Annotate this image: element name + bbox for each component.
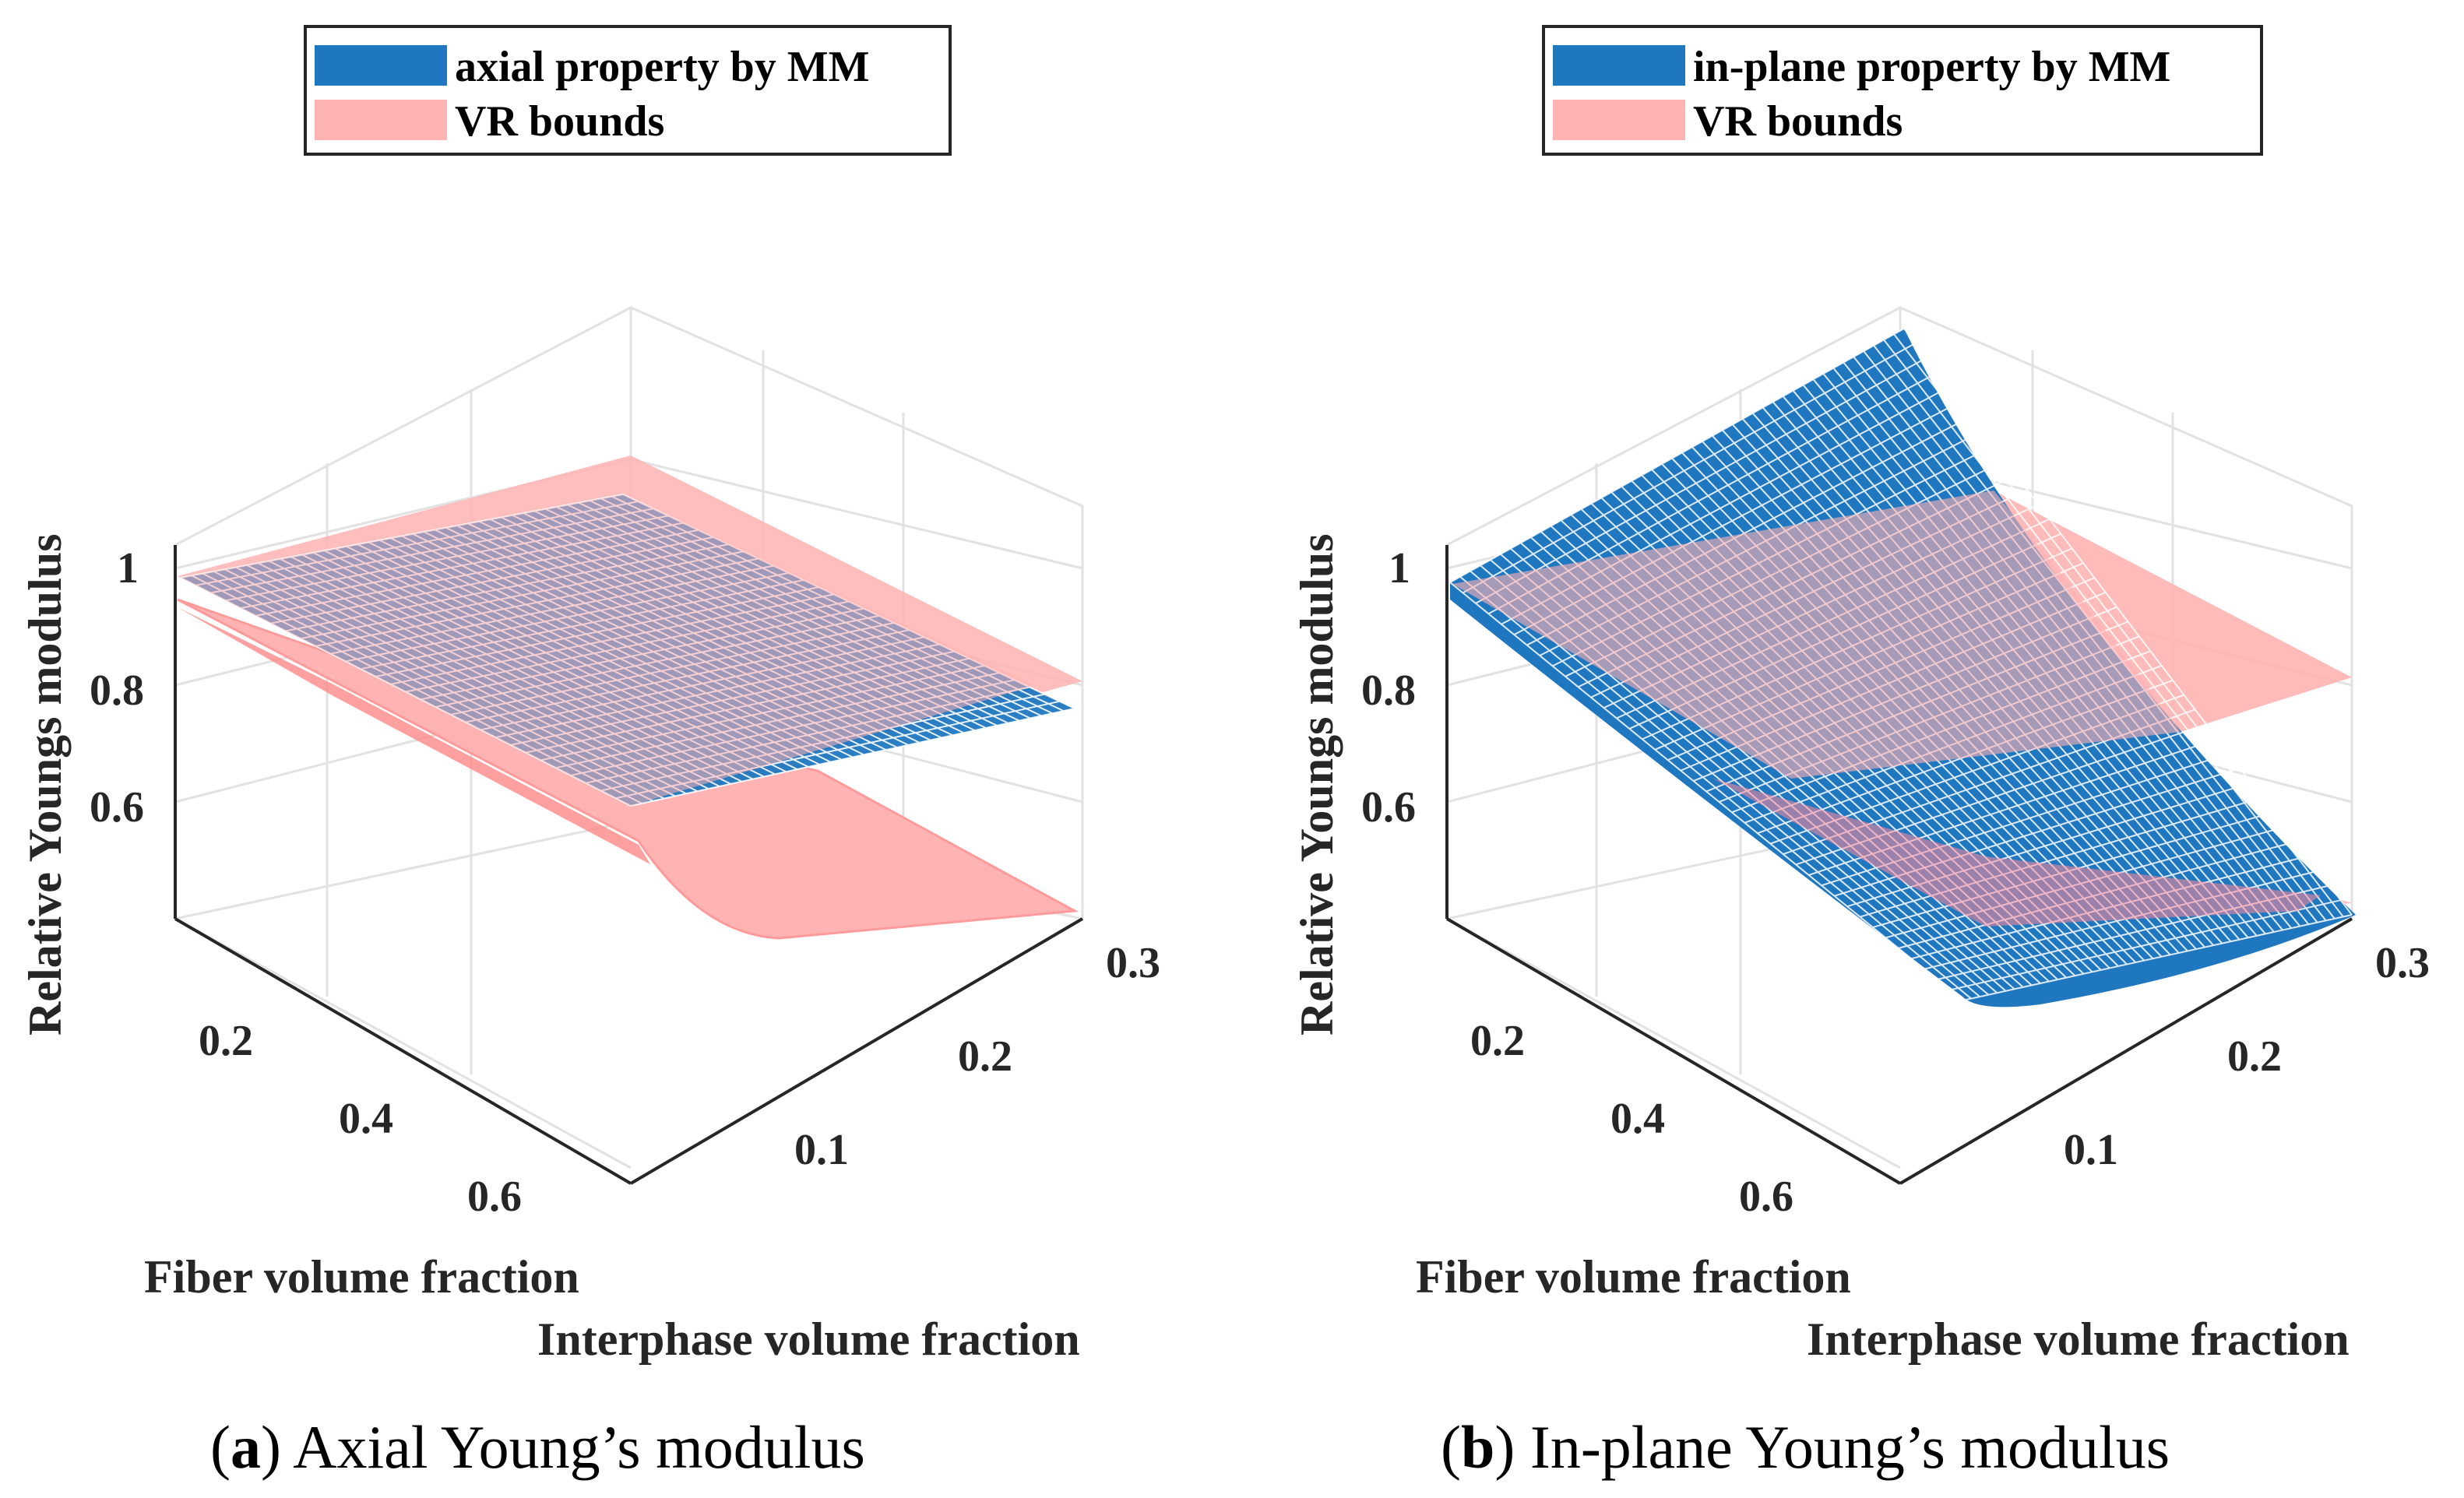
mesh-line (1449, 328, 1905, 583)
ztick-a-0.8: 0.8 (90, 666, 144, 715)
caption-a: (a) Axial Young’s modulus (210, 1413, 865, 1481)
xtick-a-0.4: 0.4 (339, 1095, 393, 1143)
ztick-b-1: 1 (1389, 544, 1410, 593)
mesh-line (1949, 899, 2341, 991)
ytick-b-0.2: 0.2 (2227, 1032, 2282, 1081)
ylabel-b: Interphase volume fraction (1807, 1313, 2350, 1365)
ytick-a-0.1: 0.1 (794, 1126, 849, 1174)
panel-a: axial property by MM VR bounds 1 0.8 0.6… (19, 25, 1160, 1481)
ztick-b-0.8: 0.8 (1361, 666, 1416, 715)
panel-b: in-plane property by MM VR bounds 1 0.8 … (1291, 25, 2430, 1481)
ytick-b-0.1: 0.1 (2064, 1126, 2118, 1174)
axis-lines-a (174, 545, 1084, 1185)
ytick-a-0.2: 0.2 (958, 1032, 1012, 1081)
mesh-line (1860, 796, 2263, 918)
x-axis-line (1445, 917, 1902, 1185)
y-axis-line (1899, 917, 2353, 1185)
ytick-b-0.3: 0.3 (2375, 939, 2430, 987)
axis-lines-b (1445, 545, 2353, 1185)
legend-swatch-vr (1553, 100, 1685, 140)
ytick-a-0.3: 0.3 (1106, 939, 1160, 987)
vr-lower-fold-a (178, 607, 650, 864)
caption-text-a: Axial Young’s modulus (281, 1413, 865, 1481)
legend-b: in-plane property by MM VR bounds (1542, 25, 2263, 156)
caption-letter-b: b (1461, 1413, 1494, 1481)
mesh-line (1475, 357, 1927, 604)
legend-label-mm: in-plane property by MM (1693, 43, 2170, 91)
xlabel-b: Fiber volume fraction (1416, 1251, 1851, 1303)
legend-a: axial property by MM VR bounds (304, 25, 952, 156)
xtick-b-0.4: 0.4 (1610, 1095, 1665, 1143)
ylabel-a: Interphase volume fraction (537, 1313, 1080, 1365)
caption-letter-a: a (231, 1413, 261, 1481)
legend-label-mm: axial property by MM (455, 43, 869, 91)
legend-label-vr: VR bounds (455, 97, 664, 146)
legend-swatch-mm (315, 45, 447, 86)
legend-label-vr: VR bounds (1693, 97, 1903, 146)
zlabel-b: Relative Youngs modulus (1291, 533, 1343, 1036)
legend-swatch-mm (1553, 45, 1685, 86)
vr-overlay-b (1452, 491, 2181, 779)
mesh-line (1462, 342, 1916, 594)
vr-overlay-lower-b (1713, 779, 2321, 927)
xtick-b-0.2: 0.2 (1470, 1017, 1525, 1065)
xtick-b-0.6: 0.6 (1739, 1173, 1793, 1221)
mesh-line (1962, 914, 2353, 1001)
zlabel-a: Relative Youngs modulus (19, 533, 71, 1036)
legend-swatch-vr (315, 100, 447, 140)
caption-b: (b) In-plane Young’s modulus (1441, 1413, 2170, 1481)
ztick-a-0.6: 0.6 (90, 783, 144, 832)
xtick-a-0.6: 0.6 (467, 1173, 522, 1221)
xtick-a-0.2: 0.2 (199, 1017, 253, 1065)
ztick-a-1: 1 (117, 544, 139, 593)
ztick-b-0.6: 0.6 (1361, 783, 1416, 832)
x-axis-line (174, 917, 632, 1185)
caption-text-b: In-plane Young’s modulus (1515, 1413, 2170, 1481)
mesh-line (1924, 870, 2319, 970)
xlabel-a: Fiber volume fraction (144, 1251, 579, 1303)
y-axis-line (629, 917, 1084, 1185)
mesh-line (630, 708, 1075, 807)
mm-pink-overlay-a (181, 494, 1036, 806)
